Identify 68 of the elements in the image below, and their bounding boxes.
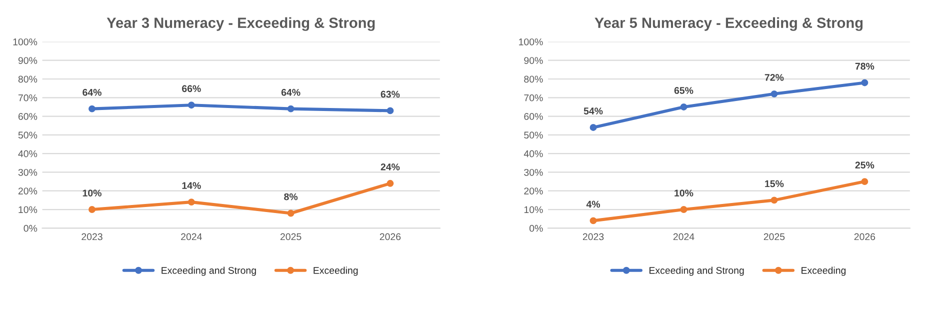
point: [680, 103, 688, 110]
data-label: 14%: [182, 182, 201, 189]
point: [287, 210, 294, 217]
data-label: 63%: [380, 90, 400, 98]
point: [770, 196, 778, 204]
y-tick-label: 0%: [24, 224, 38, 232]
data-label: 24%: [380, 163, 400, 170]
y-tick-label: 30%: [524, 168, 543, 176]
y-tick-label: 90%: [524, 57, 543, 64]
y-tick-label: 50%: [18, 132, 38, 139]
point: [770, 90, 778, 98]
point: [188, 198, 195, 206]
y-tick-label: 100%: [13, 38, 38, 46]
y-tick-label: 60%: [524, 113, 543, 120]
chart-title: Year 5 Numeracy - Exceeding & Strong: [594, 17, 863, 31]
point: [88, 105, 96, 112]
data-label: 54%: [584, 108, 603, 114]
data-label: 25%: [855, 162, 874, 169]
y-tick-label: 40%: [18, 150, 38, 158]
y-tick-label: 10%: [524, 206, 543, 214]
x-tick-label: 2023: [582, 233, 604, 240]
chart-title: Year 3 Numeracy - Exceeding & Strong: [106, 17, 375, 31]
y-tick-label: 20%: [18, 188, 38, 194]
y-tick-label: 100%: [519, 38, 543, 46]
data-label: 4%: [586, 200, 600, 208]
y-tick-label: 20%: [524, 188, 543, 194]
y-tick-label: 50%: [524, 132, 543, 139]
point: [88, 206, 96, 213]
legend-label: Exceeding: [802, 266, 846, 276]
data-label: 65%: [674, 87, 694, 94]
data-label: 10%: [674, 190, 694, 196]
y-tick-label: 40%: [524, 150, 543, 158]
point: [861, 79, 868, 86]
y-tick-label: 70%: [524, 94, 543, 102]
legend-label: Exceeding: [314, 266, 358, 276]
legend-label: Exceeding and Strong: [650, 266, 744, 276]
x-tick-label: 2024: [181, 233, 202, 240]
data-label: 8%: [284, 193, 298, 200]
y-tick-label: 10%: [18, 206, 38, 214]
y-tick-label: 80%: [524, 76, 543, 83]
data-label: 64%: [82, 88, 102, 96]
data-label: 64%: [281, 88, 300, 96]
y-tick-label: 80%: [18, 76, 38, 83]
x-tick-label: 2024: [673, 233, 694, 240]
data-label: 78%: [855, 62, 874, 70]
point: [680, 206, 688, 213]
x-tick-label: 2026: [854, 233, 876, 240]
y-tick-label: 0%: [529, 224, 543, 232]
data-label: 72%: [764, 74, 784, 81]
point: [188, 102, 195, 109]
x-tick-label: 2025: [764, 233, 785, 240]
y-tick-label: 60%: [18, 113, 38, 120]
point: [287, 105, 294, 112]
legend-label: Exceeding and Strong: [162, 266, 256, 276]
x-tick-label: 2026: [380, 233, 401, 240]
x-tick-label: 2023: [82, 233, 102, 240]
point: [386, 180, 394, 187]
data-label: 15%: [765, 180, 784, 188]
y-tick-label: 70%: [18, 94, 38, 102]
point: [861, 178, 868, 186]
point: [386, 107, 394, 114]
x-tick-label: 2025: [280, 233, 302, 240]
point: [590, 124, 597, 131]
point: [590, 217, 597, 224]
data-label: 10%: [82, 190, 102, 196]
data-label: 66%: [182, 85, 201, 92]
y-tick-label: 30%: [18, 168, 38, 176]
y-tick-label: 90%: [18, 57, 38, 64]
